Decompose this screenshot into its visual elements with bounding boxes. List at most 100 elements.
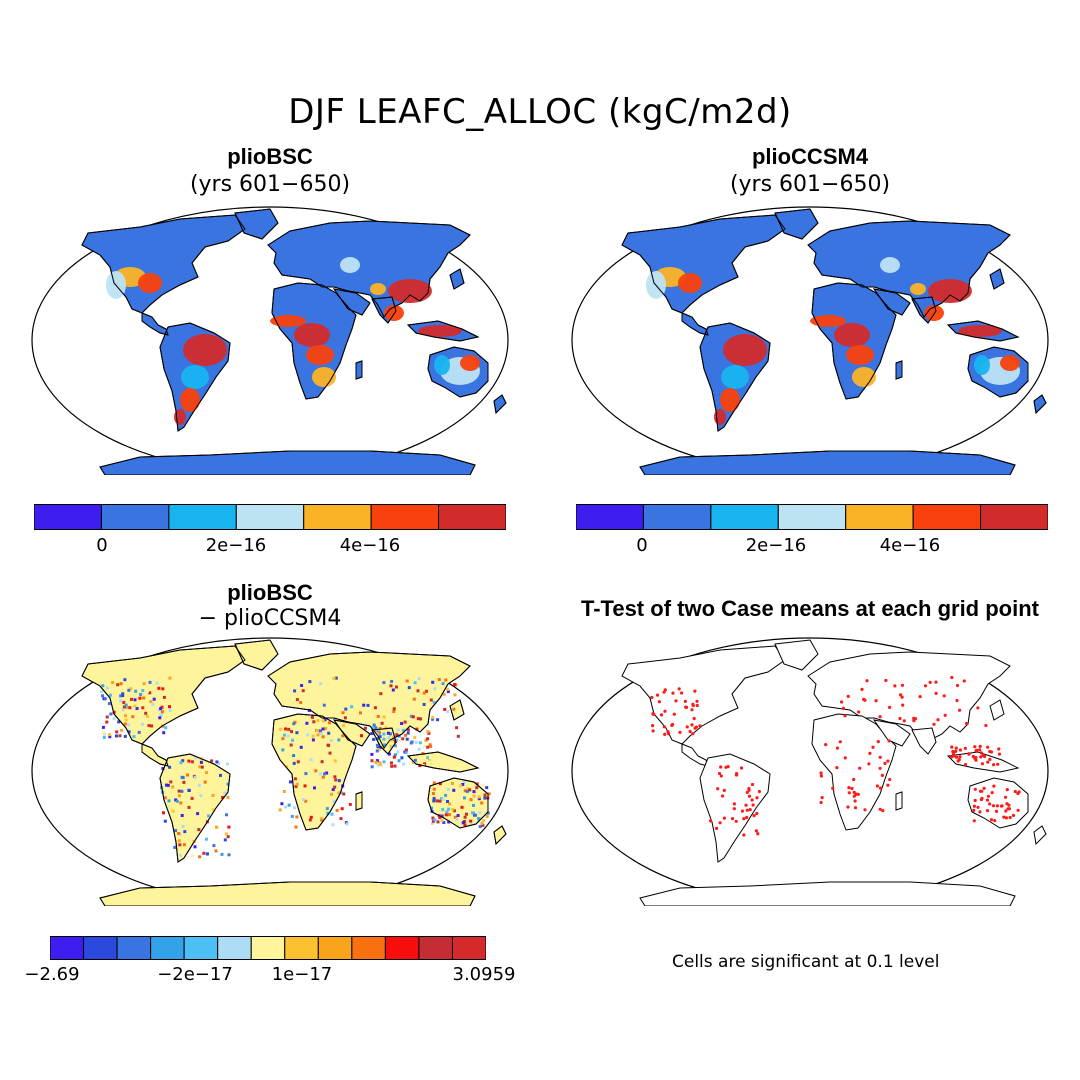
map4-sig-dot-111 <box>878 807 882 811</box>
map3-cell-306 <box>405 679 409 683</box>
map3-cell-462 <box>477 797 481 801</box>
map4-sig-dot-185 <box>988 802 992 806</box>
map4-sig-dot-46 <box>715 826 719 830</box>
map3-cell-249 <box>339 817 343 821</box>
map3-cell-255 <box>318 729 322 733</box>
map3-cell-435 <box>426 745 430 749</box>
map4-sig-dot-10 <box>695 703 699 708</box>
map3-cell-154 <box>205 852 209 856</box>
map4-sig-dot-155 <box>900 695 904 699</box>
map3-cell-130 <box>187 805 191 809</box>
map4-coast-new-zealand <box>1033 825 1047 846</box>
map3-cell-308 <box>416 689 420 693</box>
map3-cell-454 <box>483 793 487 797</box>
map4-sig-dot-82 <box>887 739 891 743</box>
map3-cell-480 <box>462 781 466 784</box>
map3-cell-407 <box>426 756 430 760</box>
map4-sig-dot-84 <box>846 805 850 809</box>
map4-sig-dot-15 <box>655 693 660 697</box>
map4-sig-dot-153 <box>901 703 905 707</box>
map3-cell-228 <box>348 803 352 806</box>
map3-cell-291 <box>295 698 299 702</box>
map3-cell-116 <box>166 783 170 787</box>
map3-cell-231 <box>295 815 299 819</box>
map3-cell-57 <box>122 701 126 704</box>
map3-cell-519 <box>432 787 436 791</box>
map3-cell-166 <box>215 825 218 829</box>
map3-cell-426 <box>375 759 379 763</box>
map3-cell-2 <box>125 706 129 709</box>
map3-cell-85 <box>139 693 143 696</box>
map2-coast-africa <box>811 282 897 400</box>
map3-cell-261 <box>291 738 294 742</box>
map3-cell-362 <box>427 731 431 735</box>
map3-cell-67 <box>107 702 111 706</box>
map1-coast-se-asia-islands <box>406 320 480 342</box>
map3-cell-310 <box>350 705 354 709</box>
map3-cell-15 <box>127 688 131 692</box>
map3-cell-20 <box>119 694 123 698</box>
map3-cell-172 <box>175 799 179 803</box>
map3-cell-48 <box>159 713 163 717</box>
map4-sig-dot-41 <box>747 794 752 798</box>
map4-sig-dot-61 <box>745 815 749 820</box>
map3-cell-41 <box>141 689 145 693</box>
colorbar-difference <box>50 936 486 960</box>
map3-cell-11 <box>102 735 106 739</box>
map3-cell-474 <box>472 790 476 794</box>
map4-sig-dot-17 <box>662 690 666 694</box>
map4-sig-dot-26 <box>677 687 681 691</box>
map1-hotspot-9 <box>138 273 162 293</box>
map3-cell-275 <box>455 726 459 730</box>
map3-cell-63 <box>148 691 152 695</box>
map4-coast-antarctica <box>639 881 1016 906</box>
map3-cell-410 <box>372 737 376 741</box>
map3-cell-286 <box>419 717 422 721</box>
map4-sig-dot-1 <box>695 699 699 703</box>
map3-cell-381 <box>375 743 379 747</box>
map3-cell-251 <box>285 765 289 769</box>
map3-cell-311 <box>422 703 426 706</box>
map3-cell-419 <box>382 737 386 741</box>
map4-sig-dot-211 <box>954 746 958 750</box>
map3-cell-401 <box>410 740 414 744</box>
map1-coast-australia <box>427 346 489 398</box>
map4-sig-dot-92 <box>835 746 839 750</box>
map3-cell-165 <box>177 832 181 835</box>
map3-cell-489 <box>431 816 435 820</box>
map3-cell-110 <box>198 765 202 769</box>
map4-sig-dot-94 <box>847 791 851 795</box>
map4-sig-dot-201 <box>963 763 968 767</box>
map3-cell-27 <box>115 734 118 738</box>
map3-cell-239 <box>289 743 293 747</box>
map4-sig-dot-33 <box>672 712 676 716</box>
map3-cell-339 <box>403 720 407 724</box>
map4-sig-dot-232 <box>983 754 987 759</box>
cb1-swatch-5 <box>370 504 440 530</box>
map4-sig-dot-80 <box>863 808 867 812</box>
map3-cell-13 <box>119 699 123 703</box>
map3-cell-8 <box>129 687 133 691</box>
cb2-tick-1: 2e−16 <box>745 535 807 556</box>
map3-cell-394 <box>426 737 430 741</box>
map3-cell-452 <box>486 811 490 815</box>
map3-cell-416 <box>395 738 399 742</box>
map3-cell-506 <box>441 808 445 812</box>
map4-sig-dot-102 <box>850 786 854 791</box>
map4-coast-madagascar <box>895 791 903 811</box>
map3-cell-215 <box>298 806 302 810</box>
map3-cell-148 <box>227 853 231 857</box>
map4-sig-dot-134 <box>943 713 947 717</box>
map3-cell-514 <box>463 823 467 827</box>
map4-sig-dot-54 <box>742 817 746 821</box>
map3-cell-264 <box>293 806 297 810</box>
map3-cell-265 <box>333 775 337 779</box>
map3-cell-440 <box>377 748 381 752</box>
map3-cell-485 <box>472 794 476 798</box>
map3-cell-102 <box>199 760 203 764</box>
map3-cell-64 <box>138 696 142 700</box>
map3-cell-491 <box>477 804 481 808</box>
significance-note: Cells are significant at 0.1 level <box>672 952 940 972</box>
map4-sig-dot-32 <box>663 732 667 736</box>
map4-sig-dot-8 <box>693 689 697 693</box>
